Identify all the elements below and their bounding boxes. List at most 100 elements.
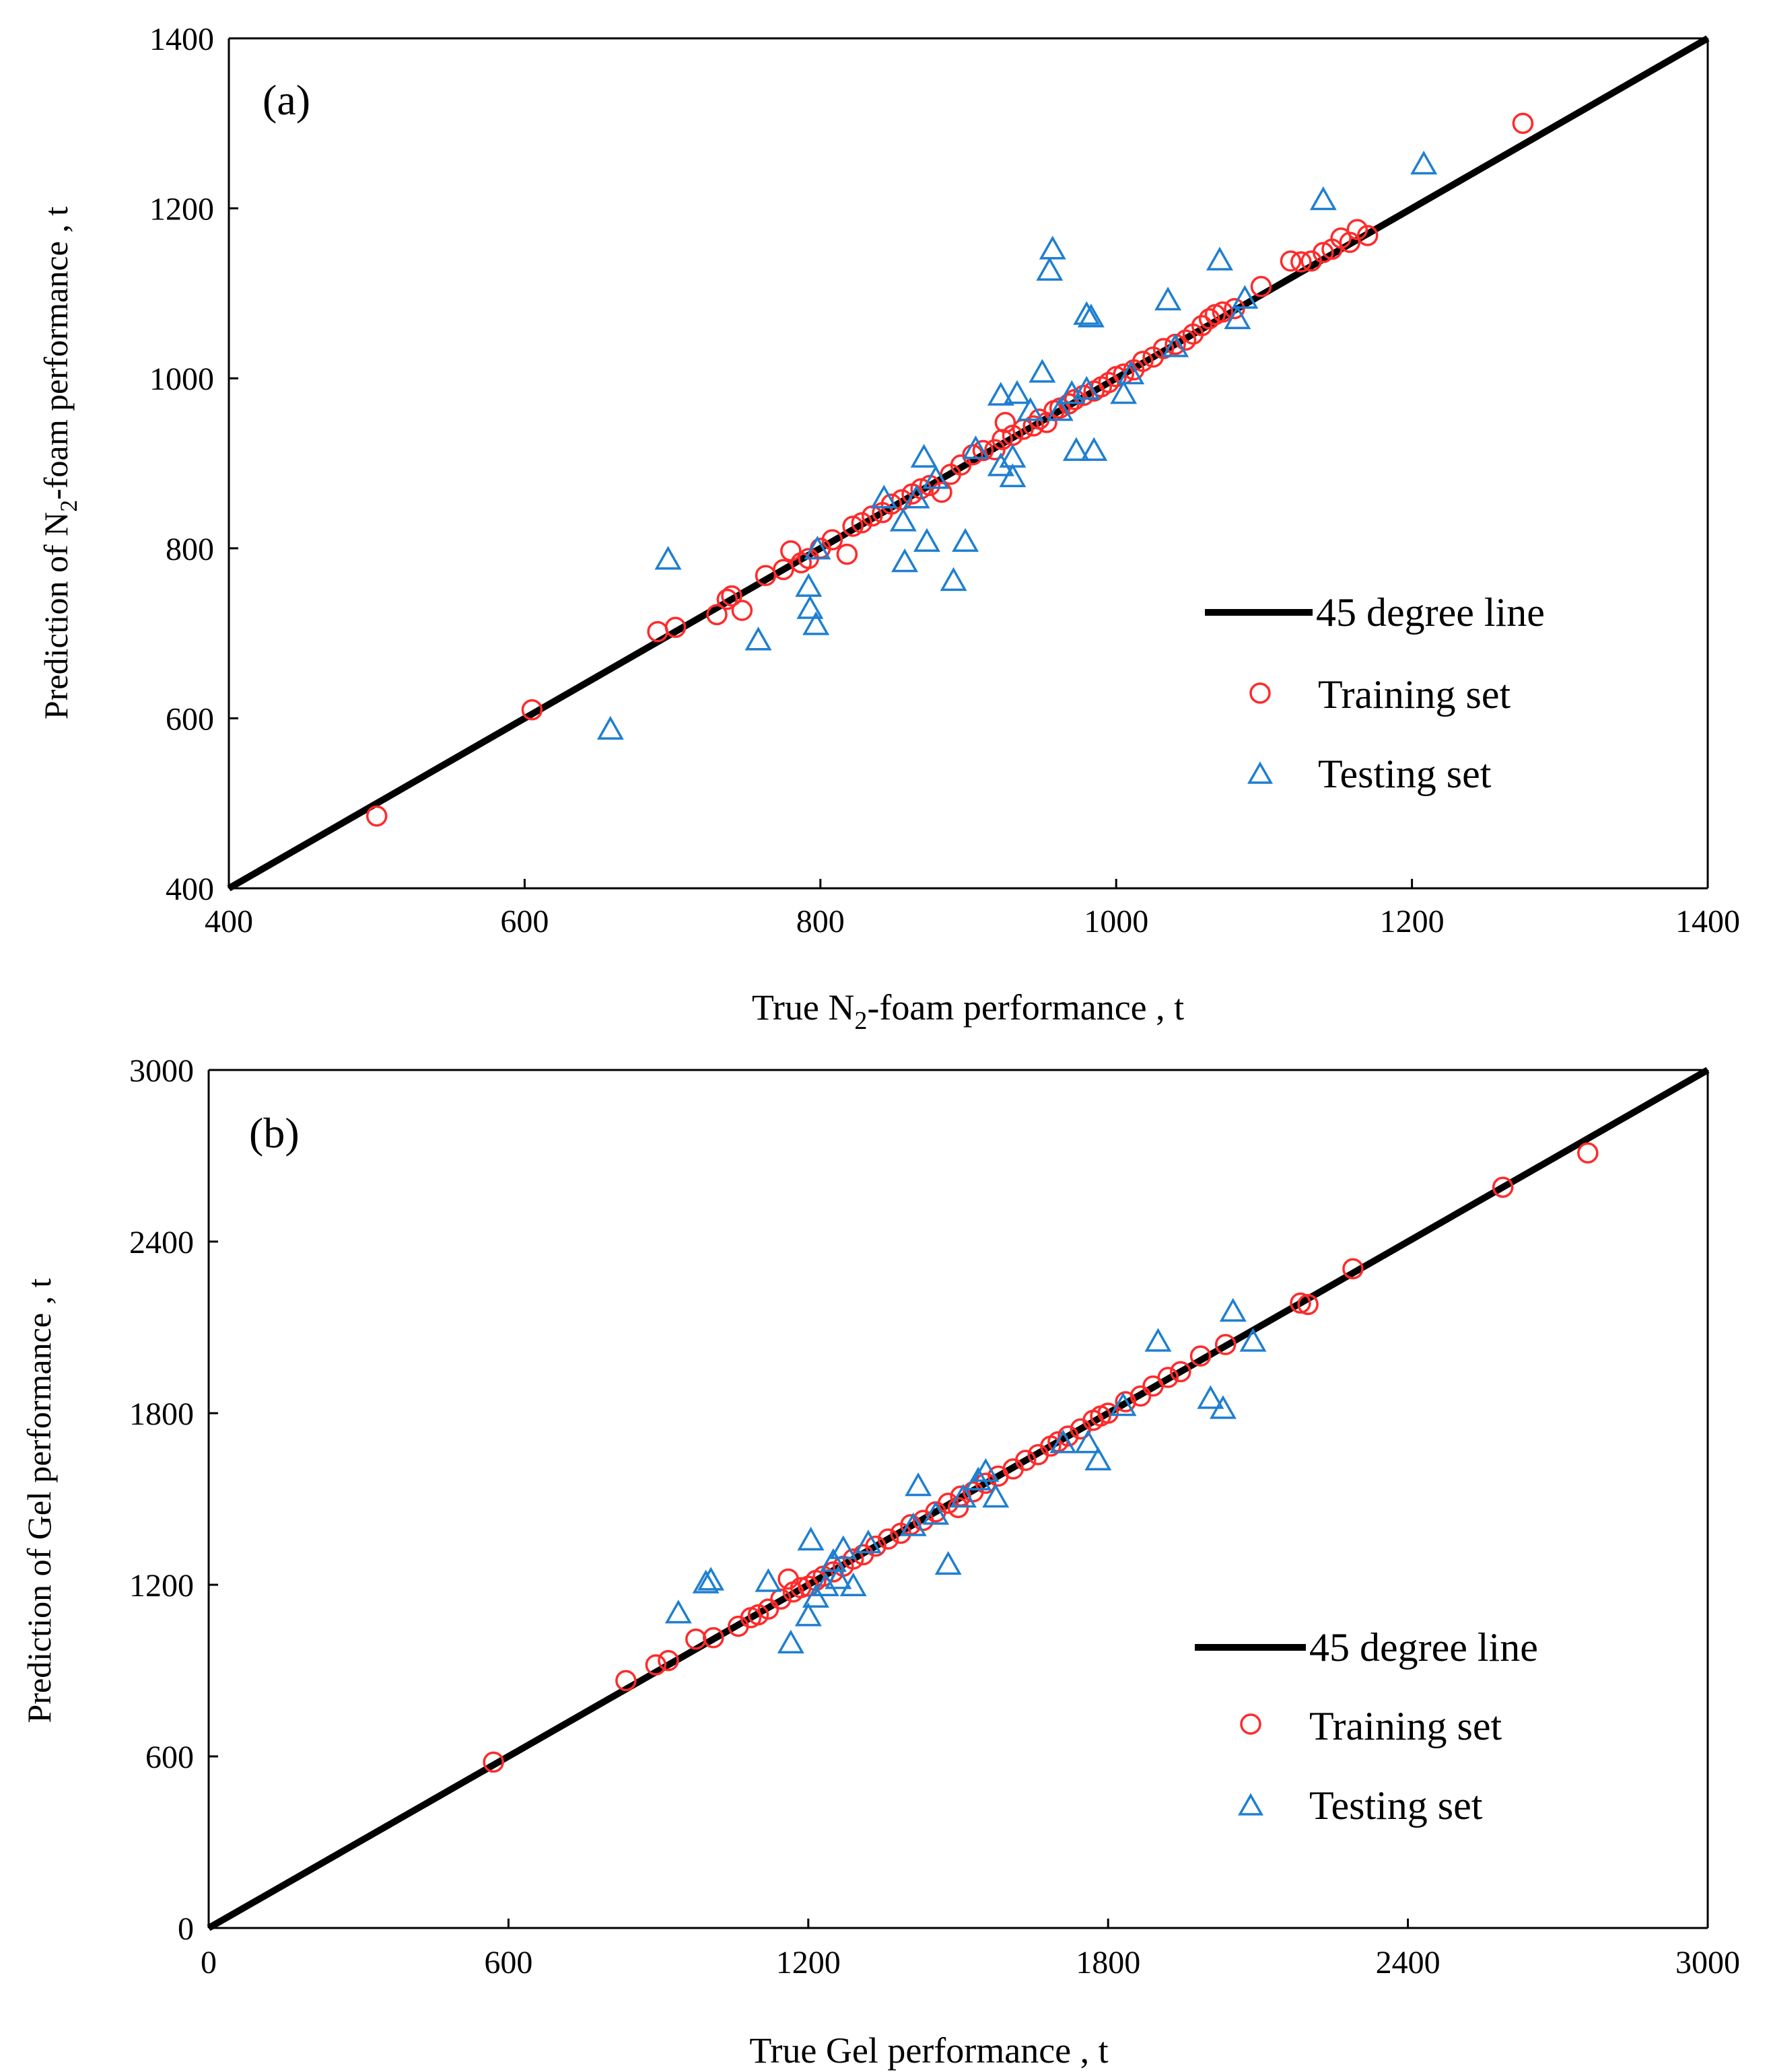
testing-point xyxy=(1049,1429,1077,1454)
testing-point xyxy=(922,1501,950,1525)
testing-point xyxy=(903,485,930,509)
training-point xyxy=(658,1649,679,1672)
training-point xyxy=(836,543,858,565)
training-point xyxy=(1157,1367,1179,1388)
testing-point xyxy=(940,567,967,592)
testing-point xyxy=(744,627,772,651)
training-point xyxy=(664,616,687,639)
training-point xyxy=(521,699,543,721)
panel-a-label: (a) xyxy=(263,76,310,124)
training-point xyxy=(1250,276,1272,297)
training-point xyxy=(842,515,864,537)
training-point xyxy=(821,529,843,550)
y-tick-label: 400 xyxy=(166,871,214,907)
testing-point xyxy=(1209,1395,1237,1419)
testing-point xyxy=(952,528,979,552)
x-tick-label: 1200 xyxy=(1380,904,1445,939)
training-point xyxy=(880,493,903,515)
panel-a-legend-testing-label: Testing set xyxy=(1318,752,1492,796)
training-point xyxy=(1577,1142,1599,1164)
training-point xyxy=(931,481,952,503)
training-point xyxy=(937,1493,959,1514)
testing-point xyxy=(1077,303,1105,328)
panel-b-legend-training-label: Training set xyxy=(1309,1704,1502,1748)
x-tick-label: 1000 xyxy=(1084,904,1148,939)
testing-point xyxy=(794,1602,822,1627)
training-point xyxy=(1214,1334,1237,1355)
testing-point xyxy=(802,1583,829,1608)
testing-point xyxy=(1109,1392,1137,1417)
x-tick-label: 0 xyxy=(201,1945,217,1980)
training-point xyxy=(851,512,873,534)
panel-b-legend-line-label: 45 degree line xyxy=(1309,1625,1538,1670)
testing-point xyxy=(1016,397,1044,421)
training-point xyxy=(1152,338,1175,359)
panel-b-legend-testing-label: Testing set xyxy=(1309,1783,1483,1828)
testing-point xyxy=(1084,1446,1112,1470)
testing-point xyxy=(1029,359,1056,383)
testing-point xyxy=(1073,301,1101,325)
testing-point xyxy=(1239,1328,1267,1352)
testing-point xyxy=(777,1629,804,1653)
x-tick-label: 800 xyxy=(796,904,845,939)
training-point xyxy=(1290,251,1312,273)
testing-point xyxy=(949,1483,977,1508)
panel-b-legend: 45 degree line Training set Testing set xyxy=(1195,1625,1538,1828)
testing-point xyxy=(1410,150,1438,175)
testing-point xyxy=(1073,376,1101,400)
training-point xyxy=(1297,1293,1319,1316)
x-tick-label: 1200 xyxy=(776,1945,841,1980)
training-point xyxy=(1290,1292,1311,1314)
training-point xyxy=(1346,219,1368,240)
panel-a-chart: 400 600 800 1000 1200 1400 400 600 800 1000 1200 14… xyxy=(37,22,1740,1035)
y-tick-label: 1800 xyxy=(129,1396,194,1432)
testing-point xyxy=(1224,305,1251,330)
testing-point xyxy=(654,546,682,570)
x-tick-label: 600 xyxy=(500,904,549,939)
training-point xyxy=(962,444,983,466)
training-point xyxy=(770,1588,792,1610)
training-point xyxy=(1313,242,1334,264)
testing-point xyxy=(825,1565,852,1589)
panel-a-legend: 45 degree line Training set Testing set xyxy=(1205,590,1545,796)
training-point xyxy=(706,604,728,626)
training-point xyxy=(1115,1391,1136,1413)
y-tick-label: 600 xyxy=(166,701,214,737)
testing-point xyxy=(999,463,1027,487)
panel-b-legend-training-swatch xyxy=(1240,1713,1261,1735)
x-tick-label: 400 xyxy=(205,904,253,939)
x-tick-label: 600 xyxy=(484,1945,532,1980)
testing-point xyxy=(1231,285,1259,309)
training-point xyxy=(366,805,388,827)
testing-point xyxy=(596,715,624,740)
training-point xyxy=(1170,1361,1191,1383)
testing-point xyxy=(819,1548,847,1572)
y-tick-label: 1200 xyxy=(129,1568,194,1604)
panel-b-x-axis-title: True Gel performance , t xyxy=(749,2030,1108,2071)
training-point xyxy=(1339,231,1361,253)
testing-point xyxy=(839,1572,867,1596)
testing-point xyxy=(854,1529,882,1554)
training-point xyxy=(1342,1258,1364,1280)
testing-point xyxy=(1036,256,1064,281)
testing-point xyxy=(1206,246,1233,271)
panel-a-legend-testing-swatch xyxy=(1247,761,1274,784)
x-tick-label: 3000 xyxy=(1675,1945,1740,1980)
testing-point xyxy=(755,1568,782,1592)
training-point xyxy=(721,585,742,607)
training-point xyxy=(1191,315,1213,336)
testing-point xyxy=(1046,397,1074,421)
testing-point xyxy=(697,1567,725,1591)
testing-point xyxy=(913,528,940,552)
testing-point xyxy=(972,1458,1000,1482)
testing-point xyxy=(664,1600,692,1624)
training-point xyxy=(1097,1402,1119,1424)
panel-b-legend-testing-swatch xyxy=(1237,1793,1264,1816)
testing-point xyxy=(899,1512,927,1536)
training-point xyxy=(975,1472,997,1494)
training-point xyxy=(1512,112,1534,135)
testing-point xyxy=(987,382,1014,406)
panel-b-label: (b) xyxy=(249,1109,300,1157)
training-point xyxy=(1175,329,1197,351)
training-point xyxy=(731,600,753,621)
